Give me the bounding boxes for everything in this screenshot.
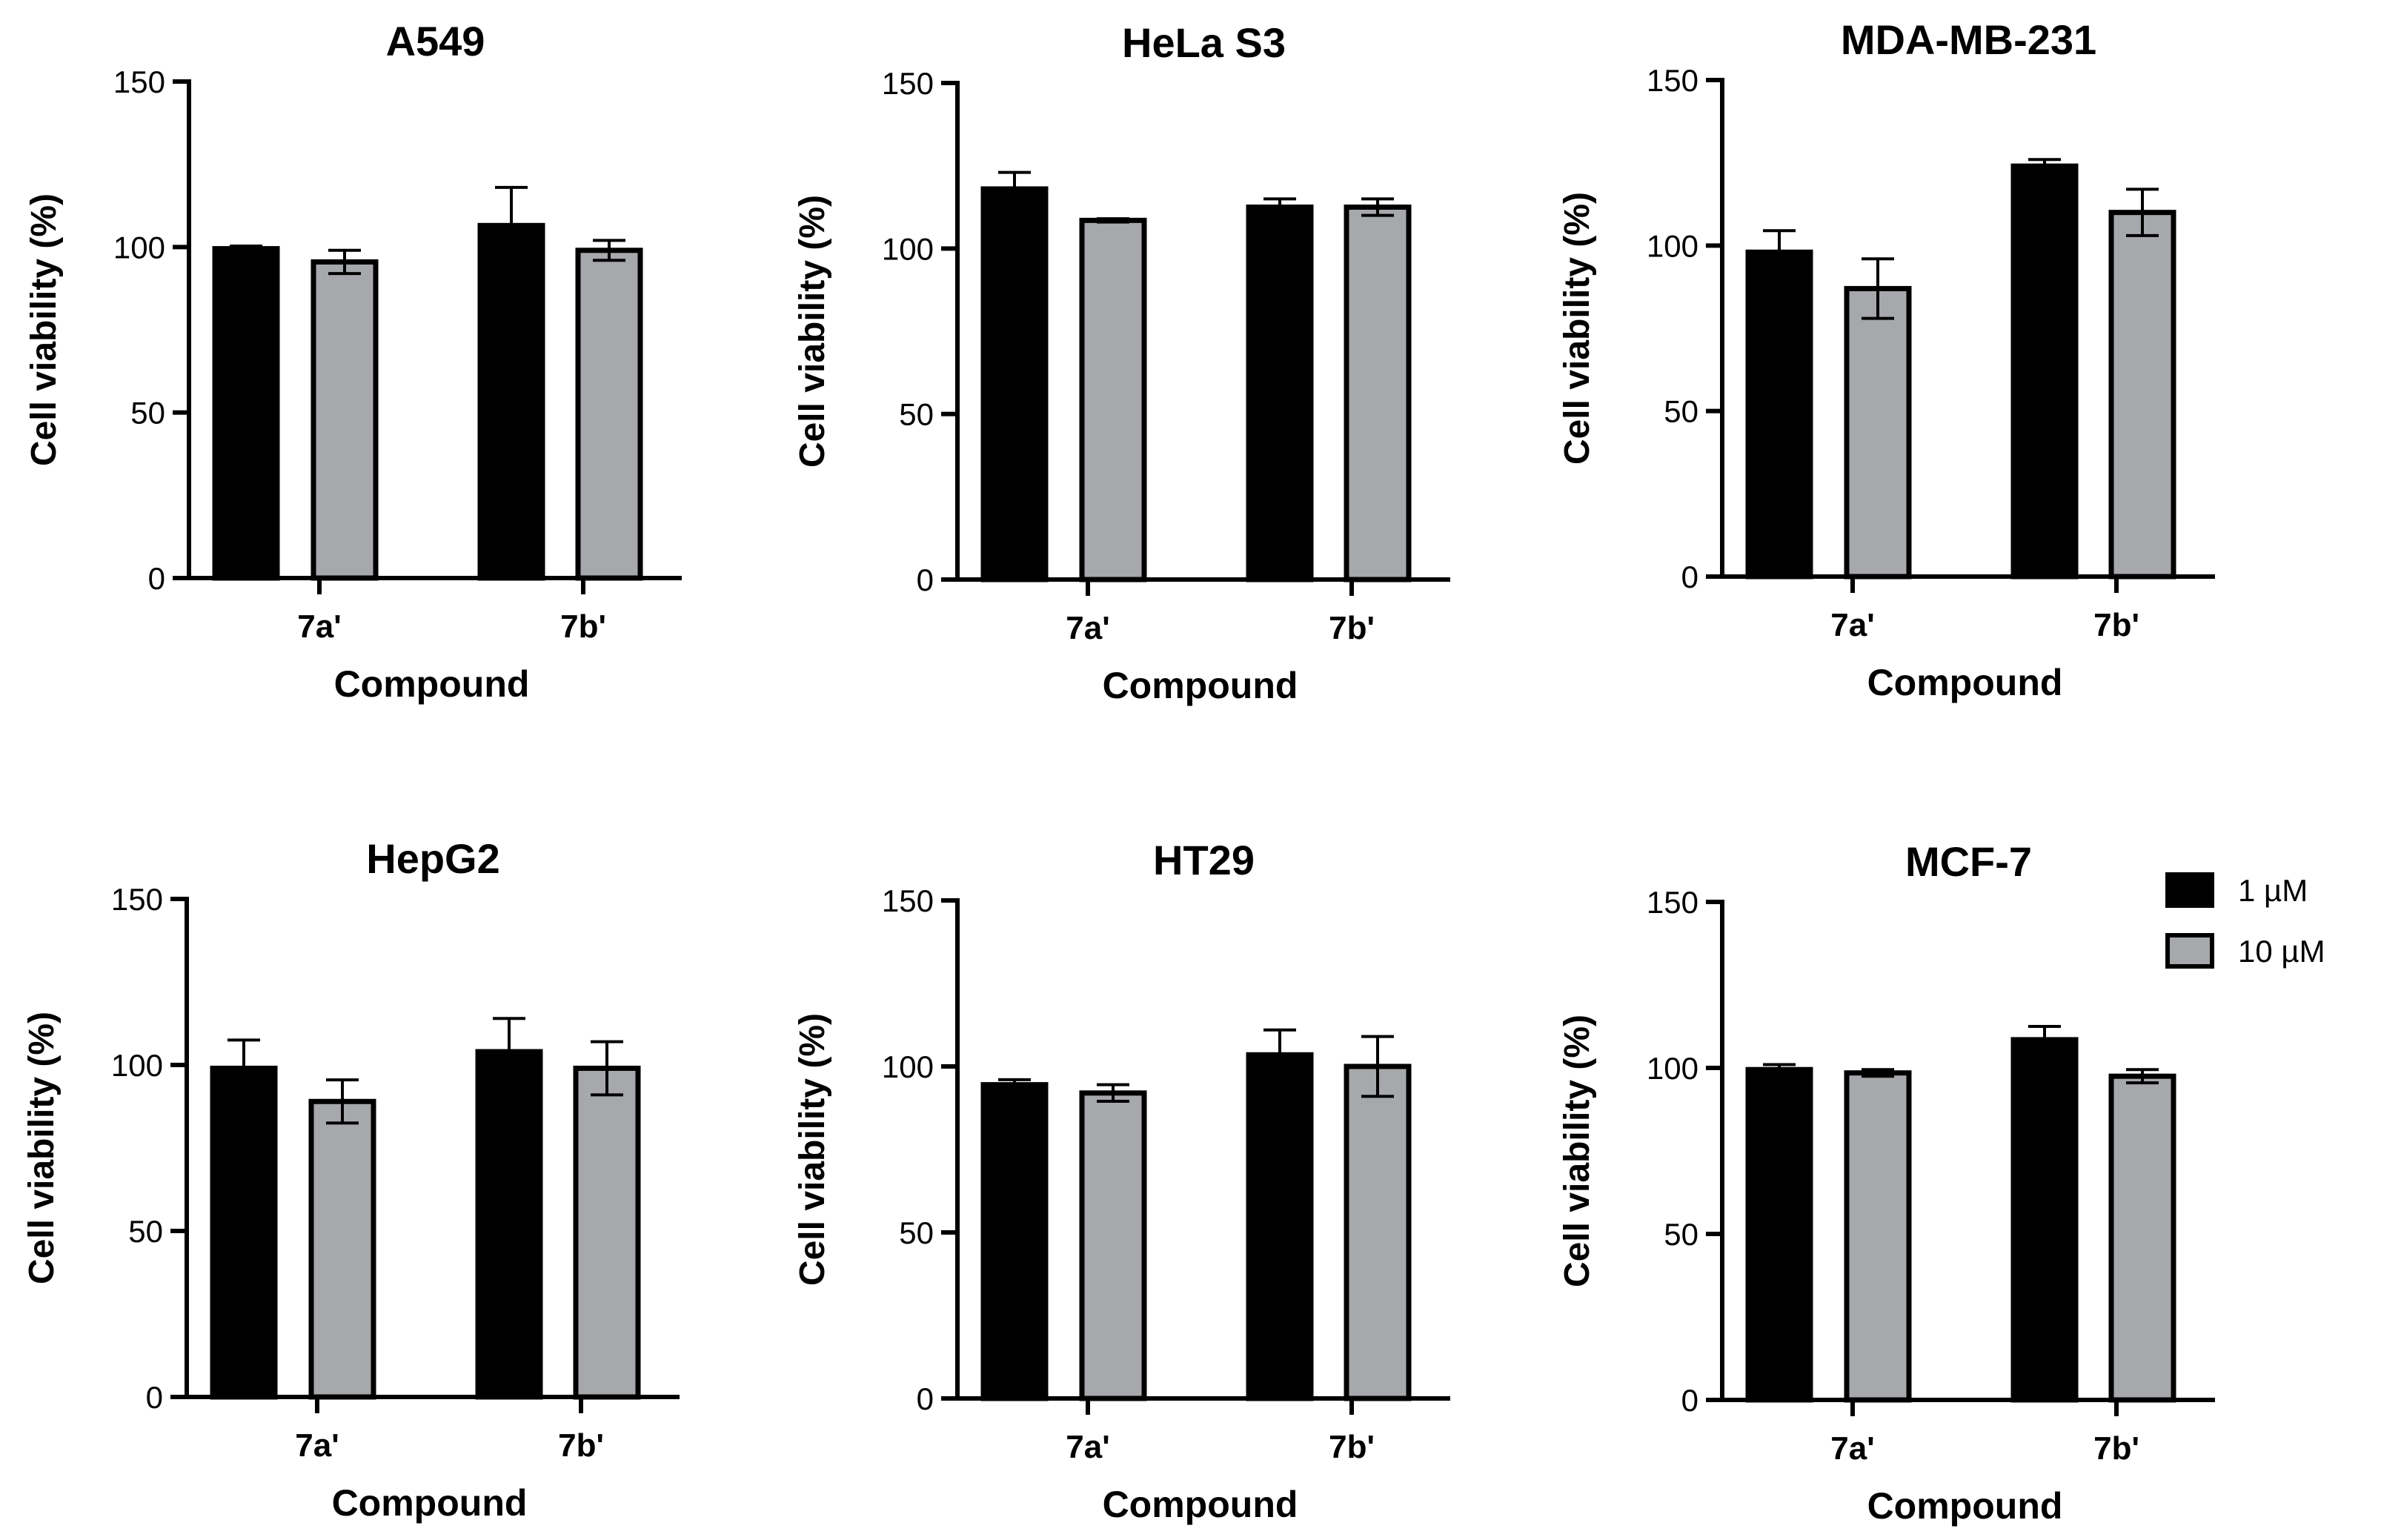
bar-7ap-series-1: [980, 186, 1049, 583]
y-tick-label: 50: [899, 397, 934, 432]
bar-7bp-series-1: [1246, 1052, 1314, 1401]
bar-7bp-series-2: [1344, 205, 1412, 583]
chart-panel-2: HeLa S3 0 50 100 150 7a' 7b' Compound Cell viabi…: [793, 19, 1450, 706]
chart-panel-4: HepG2 0 50 100 150 7a' 7b' Compound Cell viabili…: [22, 835, 680, 1524]
bar-7bp-series-1: [477, 222, 545, 581]
chart-panel-6: MCF-7 0 50 100 150 7a' 7b' Compound Cell viabili…: [1558, 838, 2215, 1527]
y-tick-label: 150: [882, 883, 934, 918]
y-tick-label: 0: [917, 562, 934, 597]
y-tick-label: 100: [882, 231, 934, 266]
x-tick-label: 7b': [1329, 610, 1375, 646]
y-tick-label: 150: [1647, 885, 1698, 920]
y-axis-label: Cell viability (%): [793, 1013, 832, 1286]
y-tick-label: 100: [882, 1049, 934, 1084]
y-tick-label: 0: [148, 561, 165, 596]
bar-7ap-series-1: [1745, 249, 1813, 580]
x-axis-label: Compound: [1103, 665, 1298, 706]
bar-7bp-series-2: [573, 1065, 641, 1400]
chart-panel-1: A549 0 50 100 150 7a' 7b' Compound Cell viabilit…: [24, 18, 682, 705]
bar-7ap-series-2: [1079, 1090, 1147, 1401]
x-tick-label: 7a': [1830, 607, 1874, 643]
y-tick-label: 0: [1681, 560, 1698, 594]
y-tick-label: 100: [111, 1048, 163, 1083]
y-tick-label: 150: [111, 882, 163, 917]
chart-title: HeLa S3: [1122, 19, 1286, 66]
bar-7bp-series-2: [2108, 210, 2176, 580]
bar-7ap-series-1: [212, 246, 280, 581]
legend-label: 1 µM: [2238, 873, 2308, 908]
legend-swatch: [2165, 872, 2214, 908]
y-axis-label: Cell viability (%): [1558, 1015, 1597, 1287]
bar-7ap-series-2: [308, 1098, 376, 1400]
chart-title: MDA-MB-231: [1841, 16, 2096, 63]
bar-7bp-series-1: [2010, 1037, 2079, 1403]
x-axis-label: Compound: [332, 1482, 528, 1524]
bar-7ap-series-2: [311, 259, 379, 581]
y-axis-label: Cell viability (%): [1558, 192, 1597, 465]
y-tick-label: 0: [917, 1381, 934, 1416]
y-tick-label: 100: [113, 230, 165, 265]
y-axis-label: Cell viability (%): [24, 193, 64, 466]
bar-7ap-series-2: [1844, 285, 1912, 580]
x-tick-label: 7b': [2093, 1430, 2139, 1467]
bar-7bp-series-1: [1246, 205, 1314, 583]
x-tick-label: 7a': [1066, 1429, 1109, 1465]
bar-7ap-series-2: [1844, 1070, 1912, 1403]
legend-label: 10 µM: [2238, 934, 2325, 969]
y-tick-label: 150: [113, 64, 165, 99]
chart-panel-3: MDA-MB-231 0 50 100 150 7a' 7b' Compound Cell vi…: [1558, 16, 2215, 703]
chart-title: HepG2: [366, 835, 500, 882]
bar-7bp-series-1: [475, 1049, 543, 1400]
chart-title: MCF-7: [1905, 838, 2032, 885]
x-tick-label: 7b': [560, 608, 606, 645]
y-tick-label: 50: [130, 396, 165, 431]
x-tick-label: 7a': [297, 608, 341, 645]
x-tick-label: 7b': [1329, 1429, 1375, 1465]
y-axis-label: Cell viability (%): [22, 1012, 62, 1284]
y-tick-label: 150: [882, 66, 934, 101]
x-tick-label: 7b': [2093, 607, 2139, 643]
y-tick-label: 50: [899, 1215, 934, 1250]
bar-7bp-series-2: [575, 248, 643, 581]
y-tick-label: 50: [1664, 394, 1698, 429]
x-axis-label: Compound: [334, 663, 530, 705]
bar-7bp-series-2: [2108, 1073, 2176, 1403]
y-tick-label: 50: [128, 1214, 163, 1249]
bar-7ap-series-1: [210, 1065, 278, 1400]
chart-title: HT29: [1153, 837, 1255, 883]
y-tick-label: 0: [1681, 1383, 1698, 1418]
bar-7bp-series-1: [2010, 163, 2079, 580]
y-tick-label: 0: [146, 1380, 163, 1415]
y-tick-label: 100: [1647, 1051, 1698, 1086]
x-axis-label: Compound: [1867, 662, 2063, 703]
bar-7bp-series-2: [1344, 1063, 1412, 1401]
x-tick-label: 7a': [1066, 610, 1109, 646]
x-axis-label: Compound: [1867, 1485, 2063, 1527]
x-tick-label: 7b': [558, 1427, 604, 1464]
legend: 1 µM 10 µM: [2165, 872, 2325, 969]
legend-swatch: [2165, 933, 2214, 969]
x-axis-label: Compound: [1103, 1484, 1298, 1525]
x-tick-label: 7a': [295, 1427, 339, 1464]
chart-panel-5: HT29 0 50 100 150 7a' 7b' Compound Cell viabilit…: [793, 837, 1450, 1525]
y-tick-label: 150: [1647, 63, 1698, 98]
bar-7ap-series-1: [980, 1082, 1049, 1401]
y-tick-label: 100: [1647, 228, 1698, 263]
y-axis-label: Cell viability (%): [793, 195, 832, 468]
bar-7ap-series-1: [1745, 1066, 1813, 1403]
y-tick-label: 50: [1664, 1217, 1698, 1252]
bar-7ap-series-2: [1079, 217, 1147, 583]
chart-title: A549: [386, 18, 485, 64]
x-tick-label: 7a': [1830, 1430, 1874, 1467]
